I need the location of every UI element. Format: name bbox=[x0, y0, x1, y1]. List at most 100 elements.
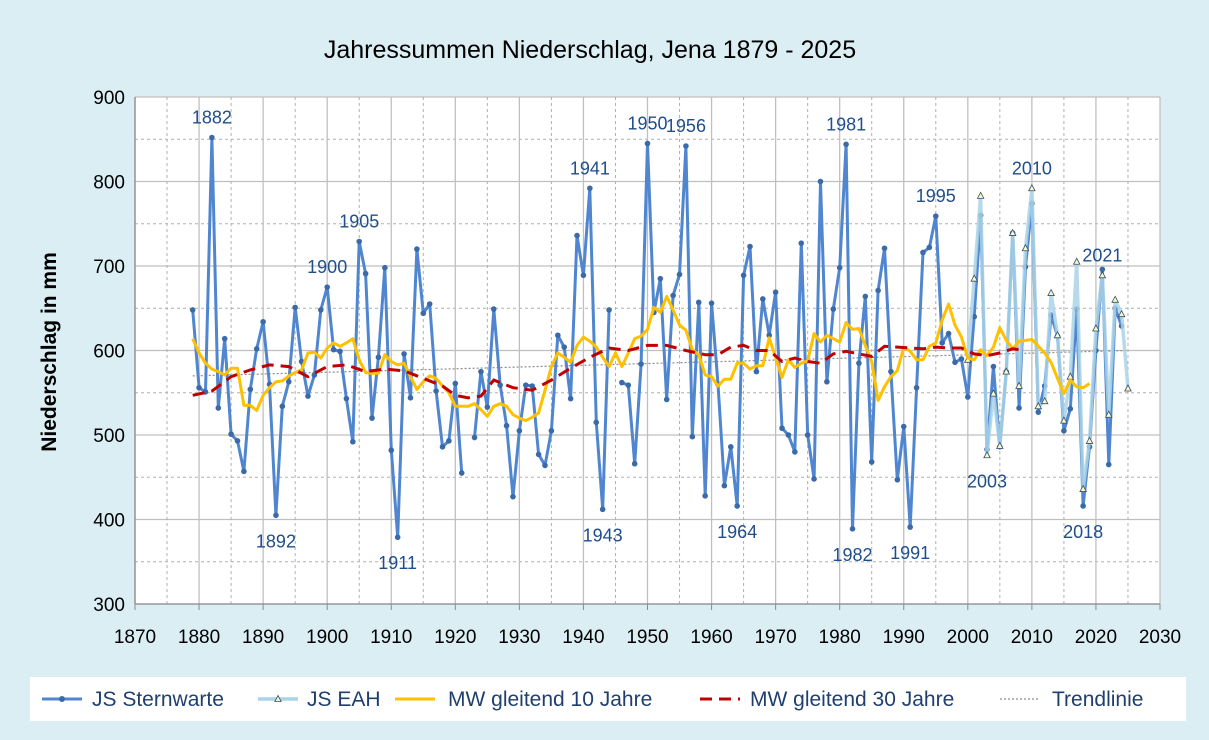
data-point-js-sternwarte bbox=[817, 178, 824, 185]
data-point-js-sternwarte bbox=[446, 438, 452, 444]
data-point-js-eah bbox=[1117, 309, 1126, 318]
annotation-label: 1950 bbox=[627, 113, 667, 133]
annotation-label: 1991 bbox=[890, 543, 930, 563]
annotation-label: 1941 bbox=[570, 158, 610, 178]
data-point-js-sternwarte bbox=[708, 300, 715, 306]
data-point-js-sternwarte bbox=[273, 512, 279, 519]
data-point-js-sternwarte bbox=[215, 405, 222, 411]
data-point-js-eah bbox=[1111, 295, 1120, 303]
data-point-js-eah bbox=[1040, 396, 1049, 405]
data-point-js-sternwarte bbox=[407, 395, 414, 401]
series-line-ma-30 bbox=[192, 343, 1026, 400]
data-point-js-sternwarte bbox=[881, 245, 888, 252]
data-point-js-sternwarte bbox=[375, 354, 382, 361]
data-point-js-sternwarte bbox=[228, 431, 234, 437]
data-point-js-sternwarte bbox=[683, 143, 689, 149]
data-point-js-sternwarte bbox=[317, 307, 324, 313]
data-point-js-sternwarte bbox=[1067, 406, 1074, 412]
data-point-js-sternwarte bbox=[516, 427, 523, 434]
data-point-js-sternwarte bbox=[965, 394, 971, 400]
legend-box bbox=[30, 677, 1186, 721]
series-line-ma-10 bbox=[191, 294, 1091, 423]
data-point-js-sternwarte bbox=[804, 432, 811, 438]
legend: JS Sternwarte JS EAH MW gleitend 10 Jahre M… bbox=[42, 688, 1143, 711]
legend-item: MW gleitend 10 Jahre bbox=[395, 688, 652, 711]
data-point-js-sternwarte bbox=[952, 359, 958, 366]
data-point-js-sternwarte bbox=[894, 476, 901, 483]
x-tick-label: 1940 bbox=[562, 627, 604, 648]
series-line-js-eah bbox=[966, 186, 1130, 491]
annotation-label: 1892 bbox=[256, 531, 296, 551]
data-point-js-sternwarte bbox=[324, 284, 330, 290]
data-point-js-sternwarte bbox=[990, 363, 997, 370]
annotation-label: 1882 bbox=[192, 108, 232, 128]
annotation-label: 1964 bbox=[717, 522, 757, 542]
data-point-js-sternwarte bbox=[587, 185, 593, 192]
data-point-js-sternwarte bbox=[388, 447, 395, 454]
data-point-js-sternwarte bbox=[798, 240, 805, 246]
data-point-js-eah bbox=[983, 450, 991, 459]
data-point-js-eah bbox=[1047, 288, 1055, 296]
data-point-js-sternwarte bbox=[433, 388, 439, 394]
data-point-js-sternwarte bbox=[849, 525, 856, 532]
data-point-js-eah bbox=[1008, 228, 1017, 236]
data-point-js-sternwarte bbox=[337, 348, 343, 355]
data-point-js-sternwarte bbox=[599, 506, 606, 513]
data-point-js-sternwarte bbox=[522, 382, 529, 388]
data-point-js-sternwarte bbox=[241, 468, 247, 475]
series-marks bbox=[189, 134, 1132, 541]
data-point-js-sternwarte bbox=[497, 382, 503, 388]
data-point-js-sternwarte bbox=[657, 275, 664, 282]
data-point-js-sternwarte bbox=[478, 368, 484, 375]
data-point-js-eah bbox=[989, 389, 998, 397]
data-point-js-sternwarte bbox=[420, 310, 427, 317]
data-point-js-sternwarte bbox=[292, 304, 298, 311]
data-point-js-sternwarte bbox=[868, 459, 875, 465]
data-point-js-sternwarte bbox=[932, 213, 939, 219]
data-point-js-sternwarte bbox=[305, 393, 311, 399]
data-point-js-sternwarte bbox=[760, 296, 766, 302]
data-point-js-sternwarte bbox=[811, 476, 817, 482]
data-point-js-sternwarte bbox=[574, 232, 580, 239]
data-point-js-sternwarte bbox=[939, 340, 945, 346]
annotation-label: 2003 bbox=[967, 471, 1007, 491]
annotation-label: 1982 bbox=[832, 545, 872, 565]
chart-title: Jahressummen Niederschlag, Jena 1879 - 2… bbox=[324, 36, 856, 64]
legend-item: JS EAH bbox=[258, 688, 381, 711]
annotation-label: 2021 bbox=[1082, 245, 1122, 265]
data-point-js-sternwarte bbox=[253, 346, 260, 352]
annotation-label: 1981 bbox=[826, 114, 866, 134]
data-point-js-sternwarte bbox=[843, 141, 849, 148]
annotation-label: 1911 bbox=[378, 553, 417, 573]
y-axis-title: Niederschlag in mm bbox=[38, 252, 61, 452]
data-point-js-sternwarte bbox=[695, 299, 702, 306]
x-tick-label: 2010 bbox=[1011, 627, 1053, 648]
data-point-js-sternwarte bbox=[593, 419, 600, 426]
annotation-label: 1900 bbox=[307, 257, 347, 277]
data-point-js-sternwarte bbox=[503, 422, 510, 429]
data-point-js-sternwarte bbox=[1080, 503, 1086, 509]
data-point-js-sternwarte bbox=[920, 249, 926, 256]
data-point-js-sternwarte bbox=[535, 451, 542, 458]
data-point-js-sternwarte bbox=[663, 396, 670, 403]
data-point-js-sternwarte bbox=[260, 318, 266, 325]
y-tick-label: 500 bbox=[93, 426, 125, 447]
data-point-js-eah bbox=[970, 274, 979, 282]
data-point-js-sternwarte bbox=[471, 434, 478, 441]
annotation-label: 1956 bbox=[666, 116, 706, 136]
legend-item: MW gleitend 30 Jahre bbox=[700, 688, 954, 711]
data-point-js-sternwarte bbox=[1061, 427, 1067, 434]
data-point-js-sternwarte bbox=[394, 534, 401, 541]
data-point-js-sternwarte bbox=[644, 140, 651, 147]
y-tick-label: 600 bbox=[93, 342, 125, 363]
x-tick-label: 1960 bbox=[690, 627, 732, 648]
data-point-js-sternwarte bbox=[625, 382, 632, 388]
data-point-js-sternwarte bbox=[875, 287, 881, 294]
data-point-js-sternwarte bbox=[856, 360, 862, 366]
y-tick-label: 800 bbox=[93, 173, 125, 194]
data-point-js-sternwarte bbox=[382, 264, 388, 271]
data-point-js-sternwarte bbox=[452, 380, 459, 387]
x-tick-label: 2000 bbox=[947, 627, 989, 648]
annotation-label: 2010 bbox=[1012, 158, 1052, 178]
